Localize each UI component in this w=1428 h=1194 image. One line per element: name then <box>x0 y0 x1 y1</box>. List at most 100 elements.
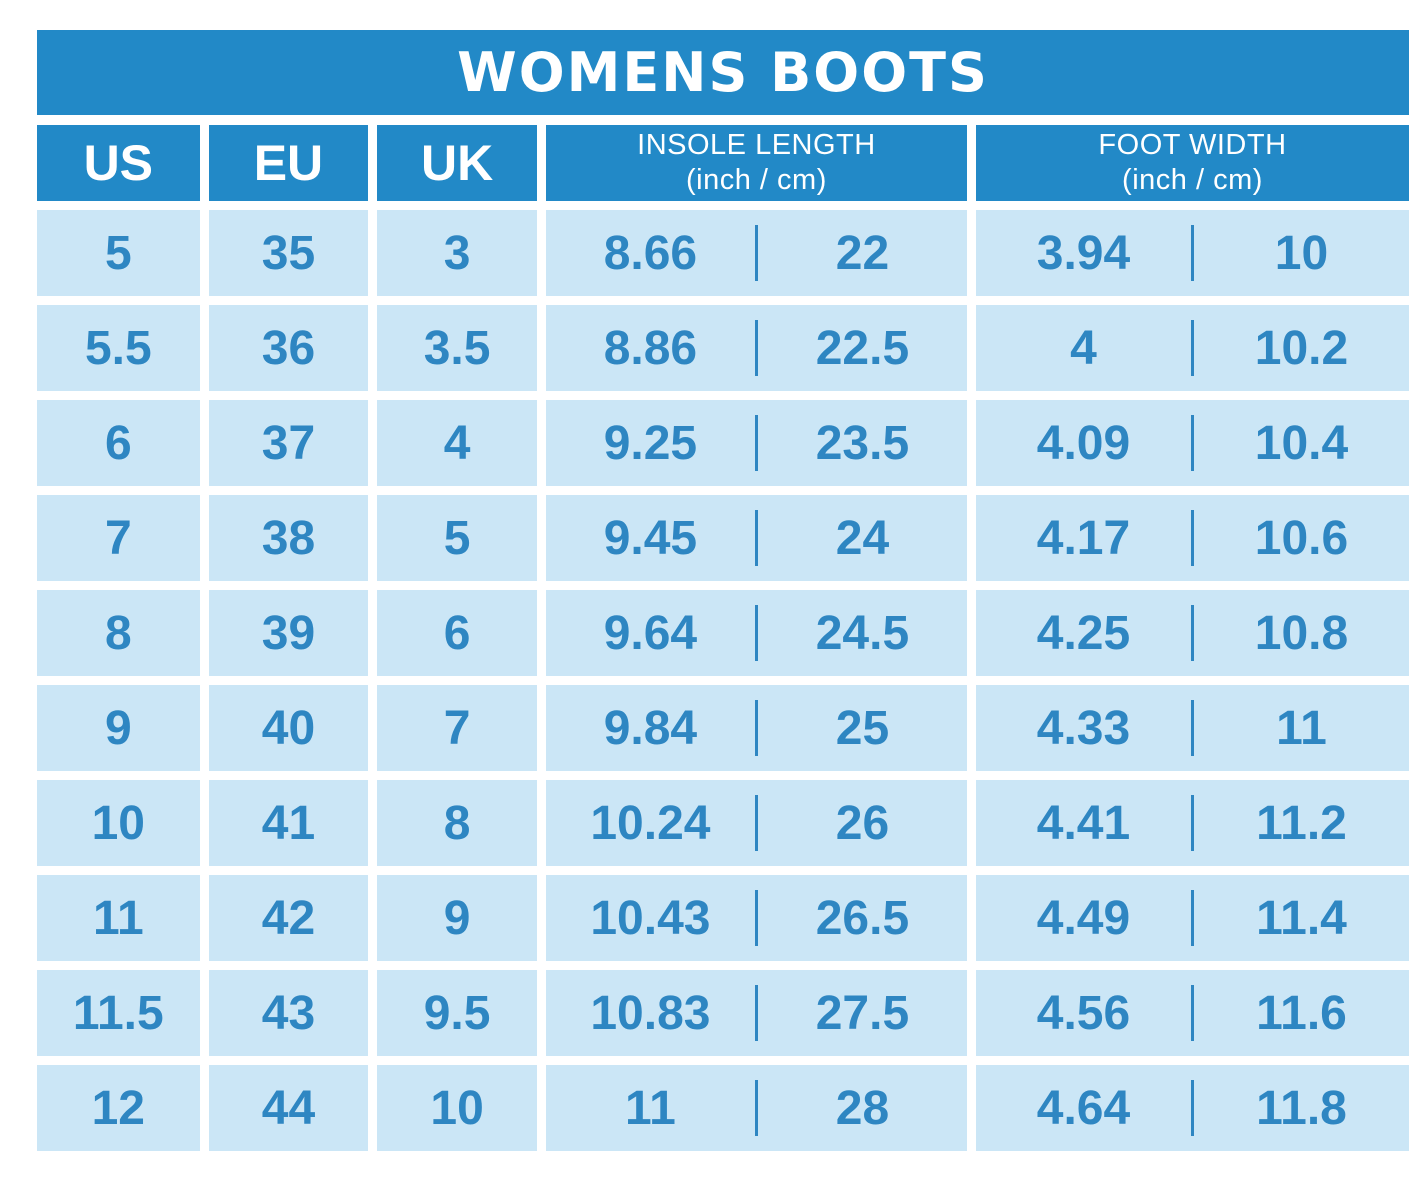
insole-length-cm-value: 26 <box>835 796 890 850</box>
foot-width-cell: 4.25 10.8 <box>975 590 1409 676</box>
us-size-cell: 9 <box>37 685 200 771</box>
uk-size-cell: 8 <box>377 780 537 866</box>
insole-length-cell: 10.83 27.5 <box>545 970 967 1056</box>
insole-length-inch-value: 8.66 <box>603 226 698 280</box>
us-size-cell: 11.5 <box>37 970 200 1056</box>
divider-line <box>754 225 758 281</box>
table-row: 7 38 5 9.45 24 4.17 10.6 <box>37 495 1409 581</box>
uk-size-cell: 4 <box>377 400 537 486</box>
foot-width-inch-value: 4.17 <box>1036 511 1131 565</box>
foot-width-cm-value: 11.6 <box>1256 986 1347 1040</box>
insole-length-cell: 9.25 23.5 <box>545 400 967 486</box>
table-row: 8 39 6 9.64 24.5 4.25 10.8 <box>37 590 1409 676</box>
insole-length-inch-value: 8.86 <box>603 321 698 375</box>
us-size-value: 6 <box>104 416 132 470</box>
eu-size-cell: 44 <box>208 1065 369 1151</box>
table-row: 10 41 8 10.24 26 4.41 11.2 <box>37 780 1409 866</box>
insole-length-cell: 8.66 22 <box>545 210 967 296</box>
size-chart-table: WOMENS BOOTS US EU UK INSOLE LENGTH (inc… <box>37 30 1409 1160</box>
divider-line <box>1190 415 1194 471</box>
column-header-uk-label: UK <box>420 135 494 191</box>
table-row: 11.5 43 9.5 10.83 27.5 4.56 11.6 <box>37 970 1409 1056</box>
us-size-value: 9 <box>104 701 132 755</box>
eu-size-value: 44 <box>261 1081 316 1135</box>
column-header-foot-width: FOOT WIDTH (inch / cm) <box>975 125 1409 201</box>
foot-width-inch-value: 4.56 <box>1036 986 1131 1040</box>
eu-size-cell: 38 <box>208 495 369 581</box>
insole-length-cell: 11 28 <box>545 1065 967 1151</box>
divider-line <box>754 700 758 756</box>
insole-length-cm-value: 25 <box>835 701 890 755</box>
column-header-eu-label: EU <box>253 135 324 191</box>
uk-size-value: 3 <box>443 226 471 280</box>
insole-length-cell: 9.45 24 <box>545 495 967 581</box>
us-size-value: 5 <box>104 226 132 280</box>
us-size-value: 12 <box>91 1081 145 1135</box>
foot-width-cm-value: 10.6 <box>1254 511 1349 565</box>
divider-line <box>754 320 758 376</box>
eu-size-value: 43 <box>261 986 316 1040</box>
us-size-value: 10 <box>91 796 145 850</box>
foot-width-inch-value: 4.41 <box>1036 796 1131 850</box>
uk-size-value: 8 <box>443 796 471 850</box>
uk-size-cell: 7 <box>377 685 537 771</box>
divider-line <box>754 415 758 471</box>
foot-width-cm-value: 10.2 <box>1254 321 1349 375</box>
table-header-row: US EU UK INSOLE LENGTH (inch / cm) FOOT … <box>37 125 1409 201</box>
eu-size-value: 38 <box>261 511 316 565</box>
eu-size-value: 40 <box>261 701 316 755</box>
insole-length-cell: 9.84 25 <box>545 685 967 771</box>
foot-width-cell: 3.94 10 <box>975 210 1409 296</box>
divider-line <box>754 890 758 946</box>
divider-line <box>754 1080 758 1136</box>
divider-line <box>1190 510 1194 566</box>
insole-length-cell: 10.24 26 <box>545 780 967 866</box>
insole-length-cm-value: 27.5 <box>815 986 910 1040</box>
column-header-us: US <box>37 125 200 201</box>
eu-size-value: 42 <box>261 891 316 945</box>
foot-width-cm-value: 10 <box>1274 226 1329 280</box>
uk-size-value: 7 <box>443 701 471 755</box>
us-size-cell: 12 <box>37 1065 200 1151</box>
foot-width-cell: 4.64 11.8 <box>975 1065 1409 1151</box>
uk-size-value: 9 <box>443 891 471 945</box>
foot-width-cm-value: 10.4 <box>1254 416 1349 470</box>
us-size-cell: 11 <box>37 875 200 961</box>
foot-width-inch-value: 4.49 <box>1036 891 1131 945</box>
eu-size-cell: 36 <box>208 305 369 391</box>
insole-length-inch-value: 11 <box>625 1081 676 1135</box>
uk-size-value: 4 <box>443 416 471 470</box>
foot-width-cm-value: 11 <box>1276 701 1327 755</box>
insole-length-inch-value: 10.83 <box>590 986 711 1040</box>
insole-length-inch-value: 9.45 <box>603 511 698 565</box>
foot-width-inch-value: 4.33 <box>1036 701 1131 755</box>
divider-line <box>754 605 758 661</box>
uk-size-value: 9.5 <box>423 986 491 1040</box>
insole-length-inch-value: 10.24 <box>590 796 711 850</box>
us-size-value: 5.5 <box>84 321 152 375</box>
foot-width-cell: 4.33 11 <box>975 685 1409 771</box>
insole-length-cell: 10.43 26.5 <box>545 875 967 961</box>
chart-title: WOMENS BOOTS <box>457 41 989 104</box>
column-header-uk: UK <box>377 125 537 201</box>
insole-length-cm-value: 23.5 <box>815 416 910 470</box>
divider-line <box>754 795 758 851</box>
eu-size-cell: 35 <box>208 210 369 296</box>
foot-width-cm-value: 11.8 <box>1256 1081 1347 1135</box>
foot-width-cell: 4.49 11.4 <box>975 875 1409 961</box>
divider-line <box>1190 700 1194 756</box>
foot-width-cell: 4 10.2 <box>975 305 1409 391</box>
foot-width-cell: 4.41 11.2 <box>975 780 1409 866</box>
uk-size-value: 5 <box>443 511 471 565</box>
divider-line <box>1190 795 1194 851</box>
us-size-value: 11 <box>92 891 144 945</box>
uk-size-cell: 3 <box>377 210 537 296</box>
table-row: 5.5 36 3.5 8.86 22.5 4 10.2 <box>37 305 1409 391</box>
uk-size-cell: 6 <box>377 590 537 676</box>
foot-width-cm-value: 11.4 <box>1256 891 1347 945</box>
us-size-value: 7 <box>104 511 132 565</box>
table-row: 12 44 10 11 28 4.64 11.8 <box>37 1065 1409 1151</box>
divider-line <box>1190 890 1194 946</box>
divider-line <box>754 985 758 1041</box>
uk-size-cell: 9 <box>377 875 537 961</box>
